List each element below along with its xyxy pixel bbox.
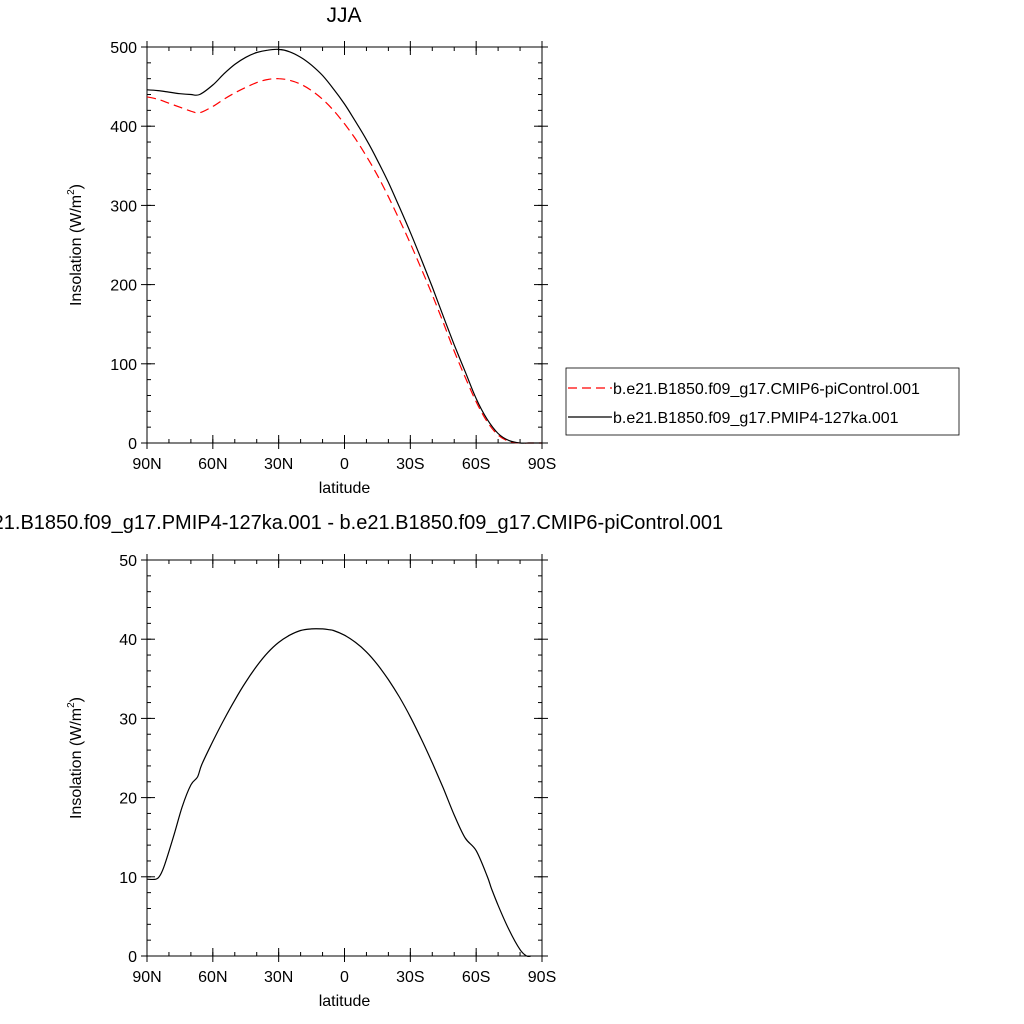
difference-chart: b.e21.B1850.f09_g17.PMIP4-127ka.001 - b.… [0, 512, 723, 1010]
x-tick-label: 0 [340, 969, 349, 986]
x-tick-label: 90N [132, 969, 161, 986]
y-axis-label: Insolation (W/m2) [66, 697, 85, 819]
x-axis-label: latitude [319, 480, 371, 497]
plot-frame [146, 559, 543, 957]
x-tick-label: 90S [528, 969, 556, 986]
y-tick-label: 20 [119, 791, 137, 808]
x-tick-label: 60S [462, 969, 490, 986]
chart-title: b.e21.B1850.f09_g17.PMIP4-127ka.001 - b.… [0, 512, 723, 534]
y-tick-label: 200 [110, 278, 137, 295]
y-tick-label: 300 [110, 198, 137, 215]
y-tick-label: 0 [128, 436, 137, 453]
series-line-2 [146, 48, 542, 444]
x-tick-label: 30S [396, 969, 424, 986]
y-tick-label: 10 [119, 870, 137, 887]
x-tick-label: 0 [340, 456, 349, 473]
x-tick-label: 90S [528, 456, 556, 473]
x-tick-label: 30S [396, 456, 424, 473]
series-line-1 [146, 628, 532, 958]
plot-frame [146, 46, 543, 444]
y-tick-label: 0 [128, 949, 137, 966]
y-axis-label-superscript: 2 [66, 189, 77, 195]
x-tick-label: 60N [198, 969, 227, 986]
chart-title: JJA [326, 4, 361, 27]
legend: b.e21.B1850.f09_g17.CMIP6-piControl.001b… [565, 367, 960, 436]
y-tick-label: 30 [119, 711, 137, 728]
insolation-chart: JJA 0 100 200 300 400 500 90N 60N 30N 0 30S 60S 90S la… [66, 4, 960, 497]
y-tick-label: 500 [110, 40, 137, 57]
x-tick-label: 30N [264, 969, 293, 986]
y-axis-label-superscript: 2 [66, 702, 77, 708]
y-axis-label-suffix: ) [68, 184, 85, 189]
y-axis-label-text: Insolation (W/m [68, 195, 85, 306]
series-line-1 [146, 78, 542, 444]
y-tick-label: 100 [110, 357, 137, 374]
y-axis-label: Insolation (W/m2) [66, 184, 85, 306]
y-axis-label-text: Insolation (W/m [68, 708, 85, 819]
x-axis-label: latitude [319, 993, 371, 1010]
legend-label: b.e21.B1850.f09_g17.CMIP6-piControl.001 [613, 381, 920, 398]
y-tick-label: 400 [110, 119, 137, 136]
legend-box [565, 367, 960, 436]
x-tick-label: 90N [132, 456, 161, 473]
y-tick-label: 50 [119, 553, 137, 570]
x-tick-label: 30N [264, 456, 293, 473]
y-tick-label: 40 [119, 632, 137, 649]
legend-label: b.e21.B1850.f09_g17.PMIP4-127ka.001 [613, 410, 899, 427]
x-tick-label: 60N [198, 456, 227, 473]
x-tick-label: 60S [462, 456, 490, 473]
y-axis-label-suffix: ) [68, 697, 85, 702]
